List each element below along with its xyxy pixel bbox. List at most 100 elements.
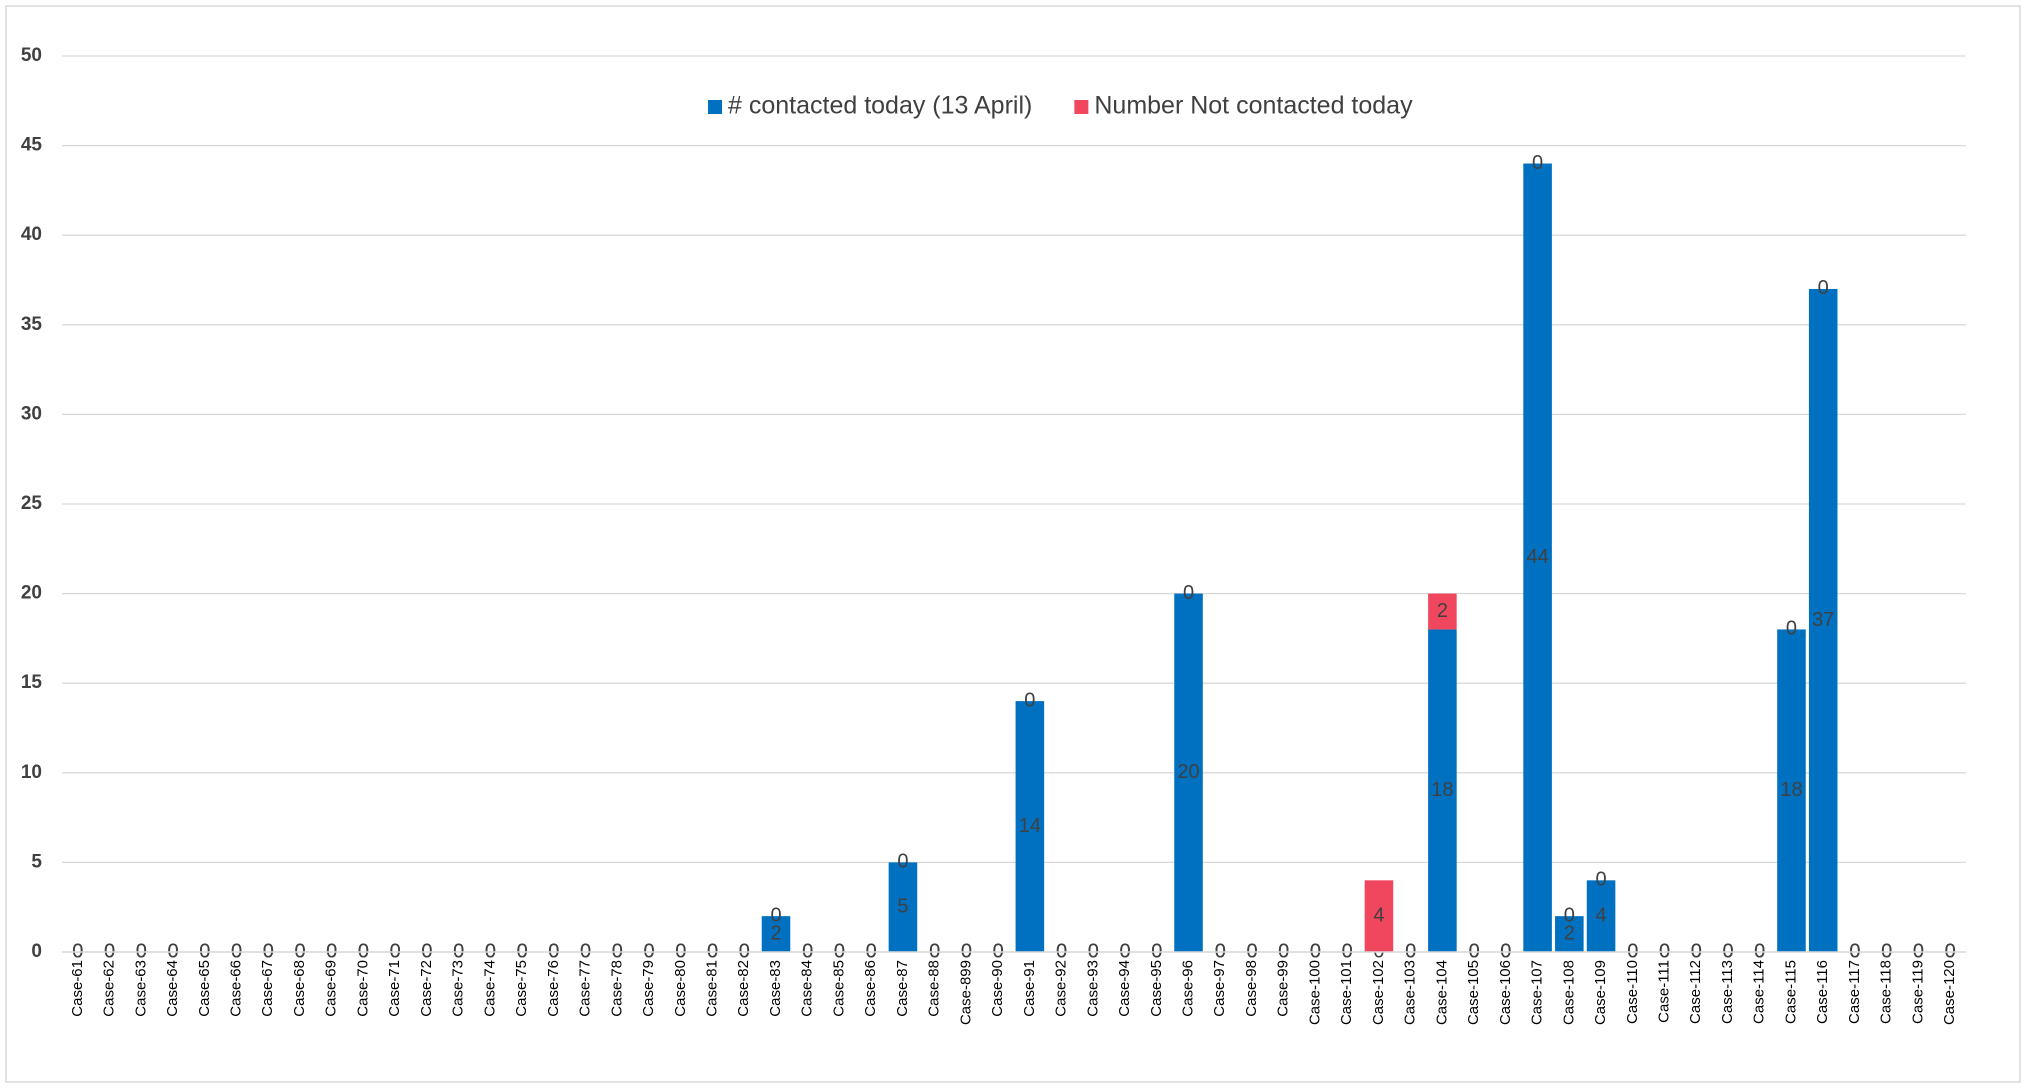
data-label: 44 <box>1526 546 1548 568</box>
x-tick-label: Case-84 <box>799 960 816 1017</box>
x-tick-label: Case-110 <box>1624 960 1641 1024</box>
x-tick-label: Case-104 <box>1433 960 1450 1025</box>
x-tick-label: Case-91 <box>1021 960 1038 1017</box>
bar-segment <box>761 916 791 952</box>
data-label: 0 <box>897 851 908 873</box>
x-tick-label: Case-90 <box>989 960 1006 1017</box>
data-label: 20 <box>1177 761 1199 783</box>
data-label: 14 <box>1019 815 1041 837</box>
bar-segment <box>1428 593 1457 630</box>
data-label: 4 <box>1373 904 1384 926</box>
x-tick-label: Case-99 <box>1275 960 1292 1017</box>
x-tick-label: Case-73 <box>450 960 467 1017</box>
x-tick-label: Case-96 <box>1180 960 1197 1017</box>
x-tick-label: Case-71 <box>386 960 403 1017</box>
x-tick-label: Case-61 <box>69 960 86 1017</box>
x-tick-label: Case-115 <box>1782 960 1799 1024</box>
x-tick-label: Case-114 <box>1751 960 1768 1024</box>
y-tick-label: 5 <box>31 851 42 872</box>
x-tick-label: Case-111 <box>1656 960 1673 1023</box>
x-tick-label: Case-63 <box>132 960 149 1017</box>
data-label: 5 <box>897 895 908 917</box>
x-tick-label: Case-112 <box>1687 960 1704 1024</box>
data-label: 2 <box>770 922 781 944</box>
bar-segment <box>1808 288 1838 953</box>
y-tick-label: 0 <box>31 941 42 962</box>
x-tick-label: Case-82 <box>735 960 752 1017</box>
data-label: 0 <box>1532 152 1543 174</box>
x-tick-label: Case-117 <box>1846 960 1863 1024</box>
x-tick-label: Case-72 <box>418 960 435 1017</box>
x-tick-label: Case-107 <box>1529 960 1546 1025</box>
legend-swatch <box>1074 100 1089 114</box>
bar-segment <box>888 862 918 952</box>
data-label: 2 <box>1437 600 1448 622</box>
data-label: 0 <box>1818 277 1829 299</box>
data-label: 0 <box>1596 869 1607 891</box>
x-tick-label: Case-66 <box>228 960 245 1017</box>
legend-label: # contacted today (13 April) <box>728 92 1032 120</box>
x-tick-label: Case-119 <box>1909 960 1926 1024</box>
data-label: 0 <box>1183 582 1194 604</box>
bar-segment <box>1586 880 1616 952</box>
data-label: 0 <box>1786 618 1797 640</box>
legend-label: Number Not contacted today <box>1094 92 1413 120</box>
data-label: 0 <box>1564 904 1575 926</box>
x-tick-label: Case-86 <box>862 960 879 1017</box>
x-tick-label: Case-65 <box>196 960 213 1017</box>
x-tick-label: Case-70 <box>354 960 371 1017</box>
x-tick-label: Case-80 <box>672 960 689 1017</box>
x-tick-label: Case-899 <box>957 960 974 1025</box>
x-tick-label: Case-92 <box>1053 960 1070 1017</box>
y-tick-label: 25 <box>21 493 43 514</box>
bar-segment <box>1555 916 1584 952</box>
chart-border <box>5 5 2021 1083</box>
bar-segment <box>1364 880 1394 952</box>
x-tick-label: Case-88 <box>926 960 943 1017</box>
x-tick-label: Case-94 <box>1116 960 1133 1017</box>
x-tick-label: Case-116 <box>1814 960 1831 1024</box>
y-tick-label: 15 <box>21 672 43 693</box>
y-tick-label: 50 <box>21 45 42 66</box>
x-tick-label: Case-120 <box>1941 960 1958 1025</box>
x-tick-label: Case-103 <box>1402 960 1419 1025</box>
x-tick-label: Case-93 <box>1084 960 1101 1017</box>
data-label: 0 <box>1024 689 1035 711</box>
x-tick-label: Case-97 <box>1211 960 1228 1017</box>
data-label: 18 <box>1780 779 1802 801</box>
data-label: 4 <box>1596 904 1607 926</box>
x-tick-label: Case-98 <box>1243 960 1260 1017</box>
x-tick-label: Case-113 <box>1719 960 1736 1024</box>
x-tick-label: Case-77 <box>577 960 594 1017</box>
x-tick-label: Case-102 <box>1370 960 1387 1025</box>
x-tick-label: Case-87 <box>894 960 911 1017</box>
x-tick-label: Case-109 <box>1592 960 1609 1025</box>
x-tick-label: Case-67 <box>259 960 276 1017</box>
x-tick-label: Case-69 <box>323 960 340 1017</box>
data-label: 37 <box>1812 609 1834 631</box>
x-tick-label: Case-101 <box>1338 960 1355 1025</box>
y-tick-label: 35 <box>21 314 43 335</box>
y-tick-label: 45 <box>21 135 43 156</box>
bar-segment <box>1777 629 1806 952</box>
bar-segment <box>1015 701 1045 952</box>
x-tick-label: Case-74 <box>481 960 498 1017</box>
x-tick-label: Case-68 <box>291 960 308 1017</box>
x-tick-label: Case-76 <box>545 960 562 1017</box>
x-tick-label: Case-79 <box>640 960 657 1017</box>
y-tick-label: 30 <box>21 403 42 424</box>
x-tick-label: Case-78 <box>608 960 625 1017</box>
x-tick-label: Case-64 <box>164 960 181 1017</box>
x-tick-label: Case-95 <box>1148 960 1165 1017</box>
x-tick-label: Case-100 <box>1306 960 1323 1025</box>
data-label: 0 <box>770 904 781 926</box>
data-label: 18 <box>1431 779 1453 801</box>
x-tick-label: Case-105 <box>1465 960 1482 1025</box>
x-tick-label: Case-81 <box>704 960 721 1017</box>
x-tick-label: Case-108 <box>1560 960 1577 1025</box>
bar-segment <box>1428 629 1457 952</box>
data-label: 2 <box>1564 922 1575 944</box>
y-tick-label: 20 <box>21 583 42 604</box>
y-tick-label: 10 <box>21 762 42 783</box>
